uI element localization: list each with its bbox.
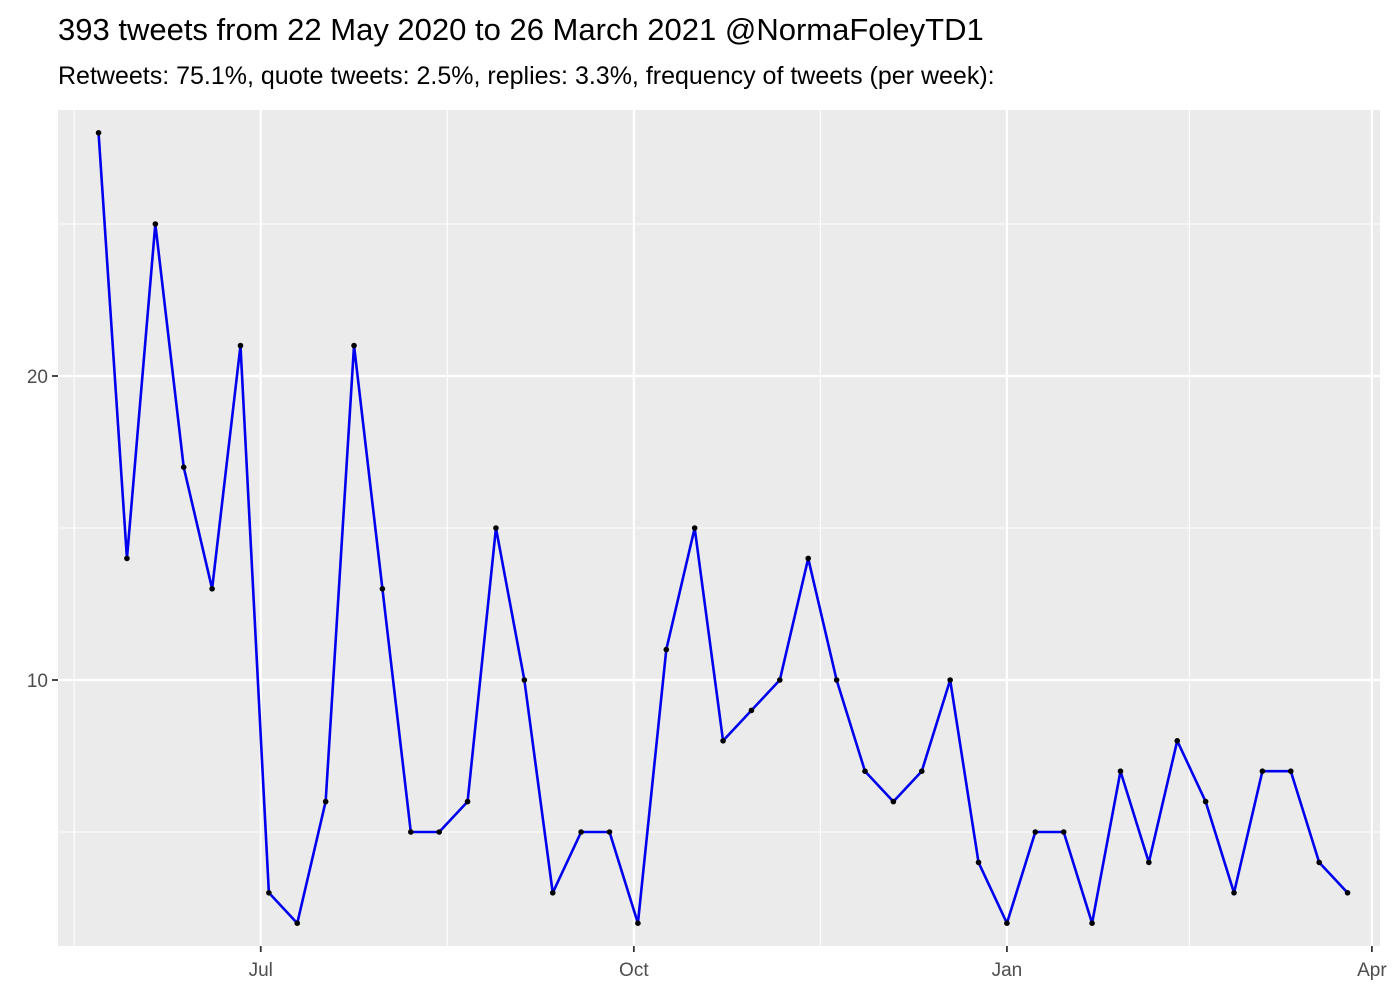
y-axis: 10 20 xyxy=(27,367,58,692)
data-point xyxy=(322,798,329,805)
data-point xyxy=(1259,768,1266,774)
data-point xyxy=(351,342,357,349)
data-point xyxy=(1060,829,1067,835)
data-point xyxy=(720,738,726,744)
major-gridlines xyxy=(58,110,1380,946)
data-point xyxy=(606,829,613,835)
data-point xyxy=(1004,920,1010,926)
data-point xyxy=(379,586,386,592)
data-point xyxy=(833,677,840,683)
x-tick-label: Jul xyxy=(249,960,273,981)
data-point xyxy=(493,525,499,531)
y-tick-label: 20 xyxy=(27,367,48,388)
data-point xyxy=(1032,829,1039,835)
data-point xyxy=(691,525,698,531)
data-point xyxy=(918,768,925,774)
chart-title: 393 tweets from 22 May 2020 to 26 March … xyxy=(58,12,984,47)
data-point xyxy=(124,555,130,562)
x-axis: Jul Oct Jan Apr xyxy=(249,946,1387,981)
data-point xyxy=(294,920,301,926)
data-point xyxy=(549,890,556,896)
minor-gridlines xyxy=(58,110,1380,946)
data-point xyxy=(180,464,187,471)
data-point xyxy=(237,342,244,349)
y-tick-label: 10 xyxy=(27,671,48,692)
data-point xyxy=(464,798,471,805)
data-point xyxy=(152,221,159,227)
data-point xyxy=(266,890,272,896)
data-point xyxy=(95,130,102,136)
data-point xyxy=(578,829,584,835)
x-tick-label: Jan xyxy=(992,960,1023,981)
data-point xyxy=(1202,798,1209,805)
data-point xyxy=(1117,768,1124,774)
data-point xyxy=(635,920,641,926)
data-point xyxy=(408,829,414,835)
data-point xyxy=(862,768,868,774)
data-point xyxy=(975,859,982,866)
x-tick-label: Oct xyxy=(619,960,649,981)
data-point xyxy=(209,586,215,592)
data-point xyxy=(1231,890,1237,896)
data-point xyxy=(1146,859,1152,866)
data-point xyxy=(1287,768,1294,774)
data-point xyxy=(748,707,755,714)
data-point xyxy=(777,677,783,683)
data-point xyxy=(663,646,670,653)
data-points xyxy=(95,130,1351,926)
data-point xyxy=(890,798,897,805)
data-point xyxy=(1344,890,1351,896)
data-point xyxy=(805,555,812,562)
data-point xyxy=(1174,738,1181,744)
data-point xyxy=(1316,859,1322,866)
data-point xyxy=(436,829,442,835)
data-point xyxy=(1089,920,1095,926)
chart-subtitle: Retweets: 75.1%, quote tweets: 2.5%, rep… xyxy=(58,62,995,90)
data-point xyxy=(947,677,953,683)
x-tick-label: Apr xyxy=(1357,960,1387,981)
data-point xyxy=(521,677,528,683)
